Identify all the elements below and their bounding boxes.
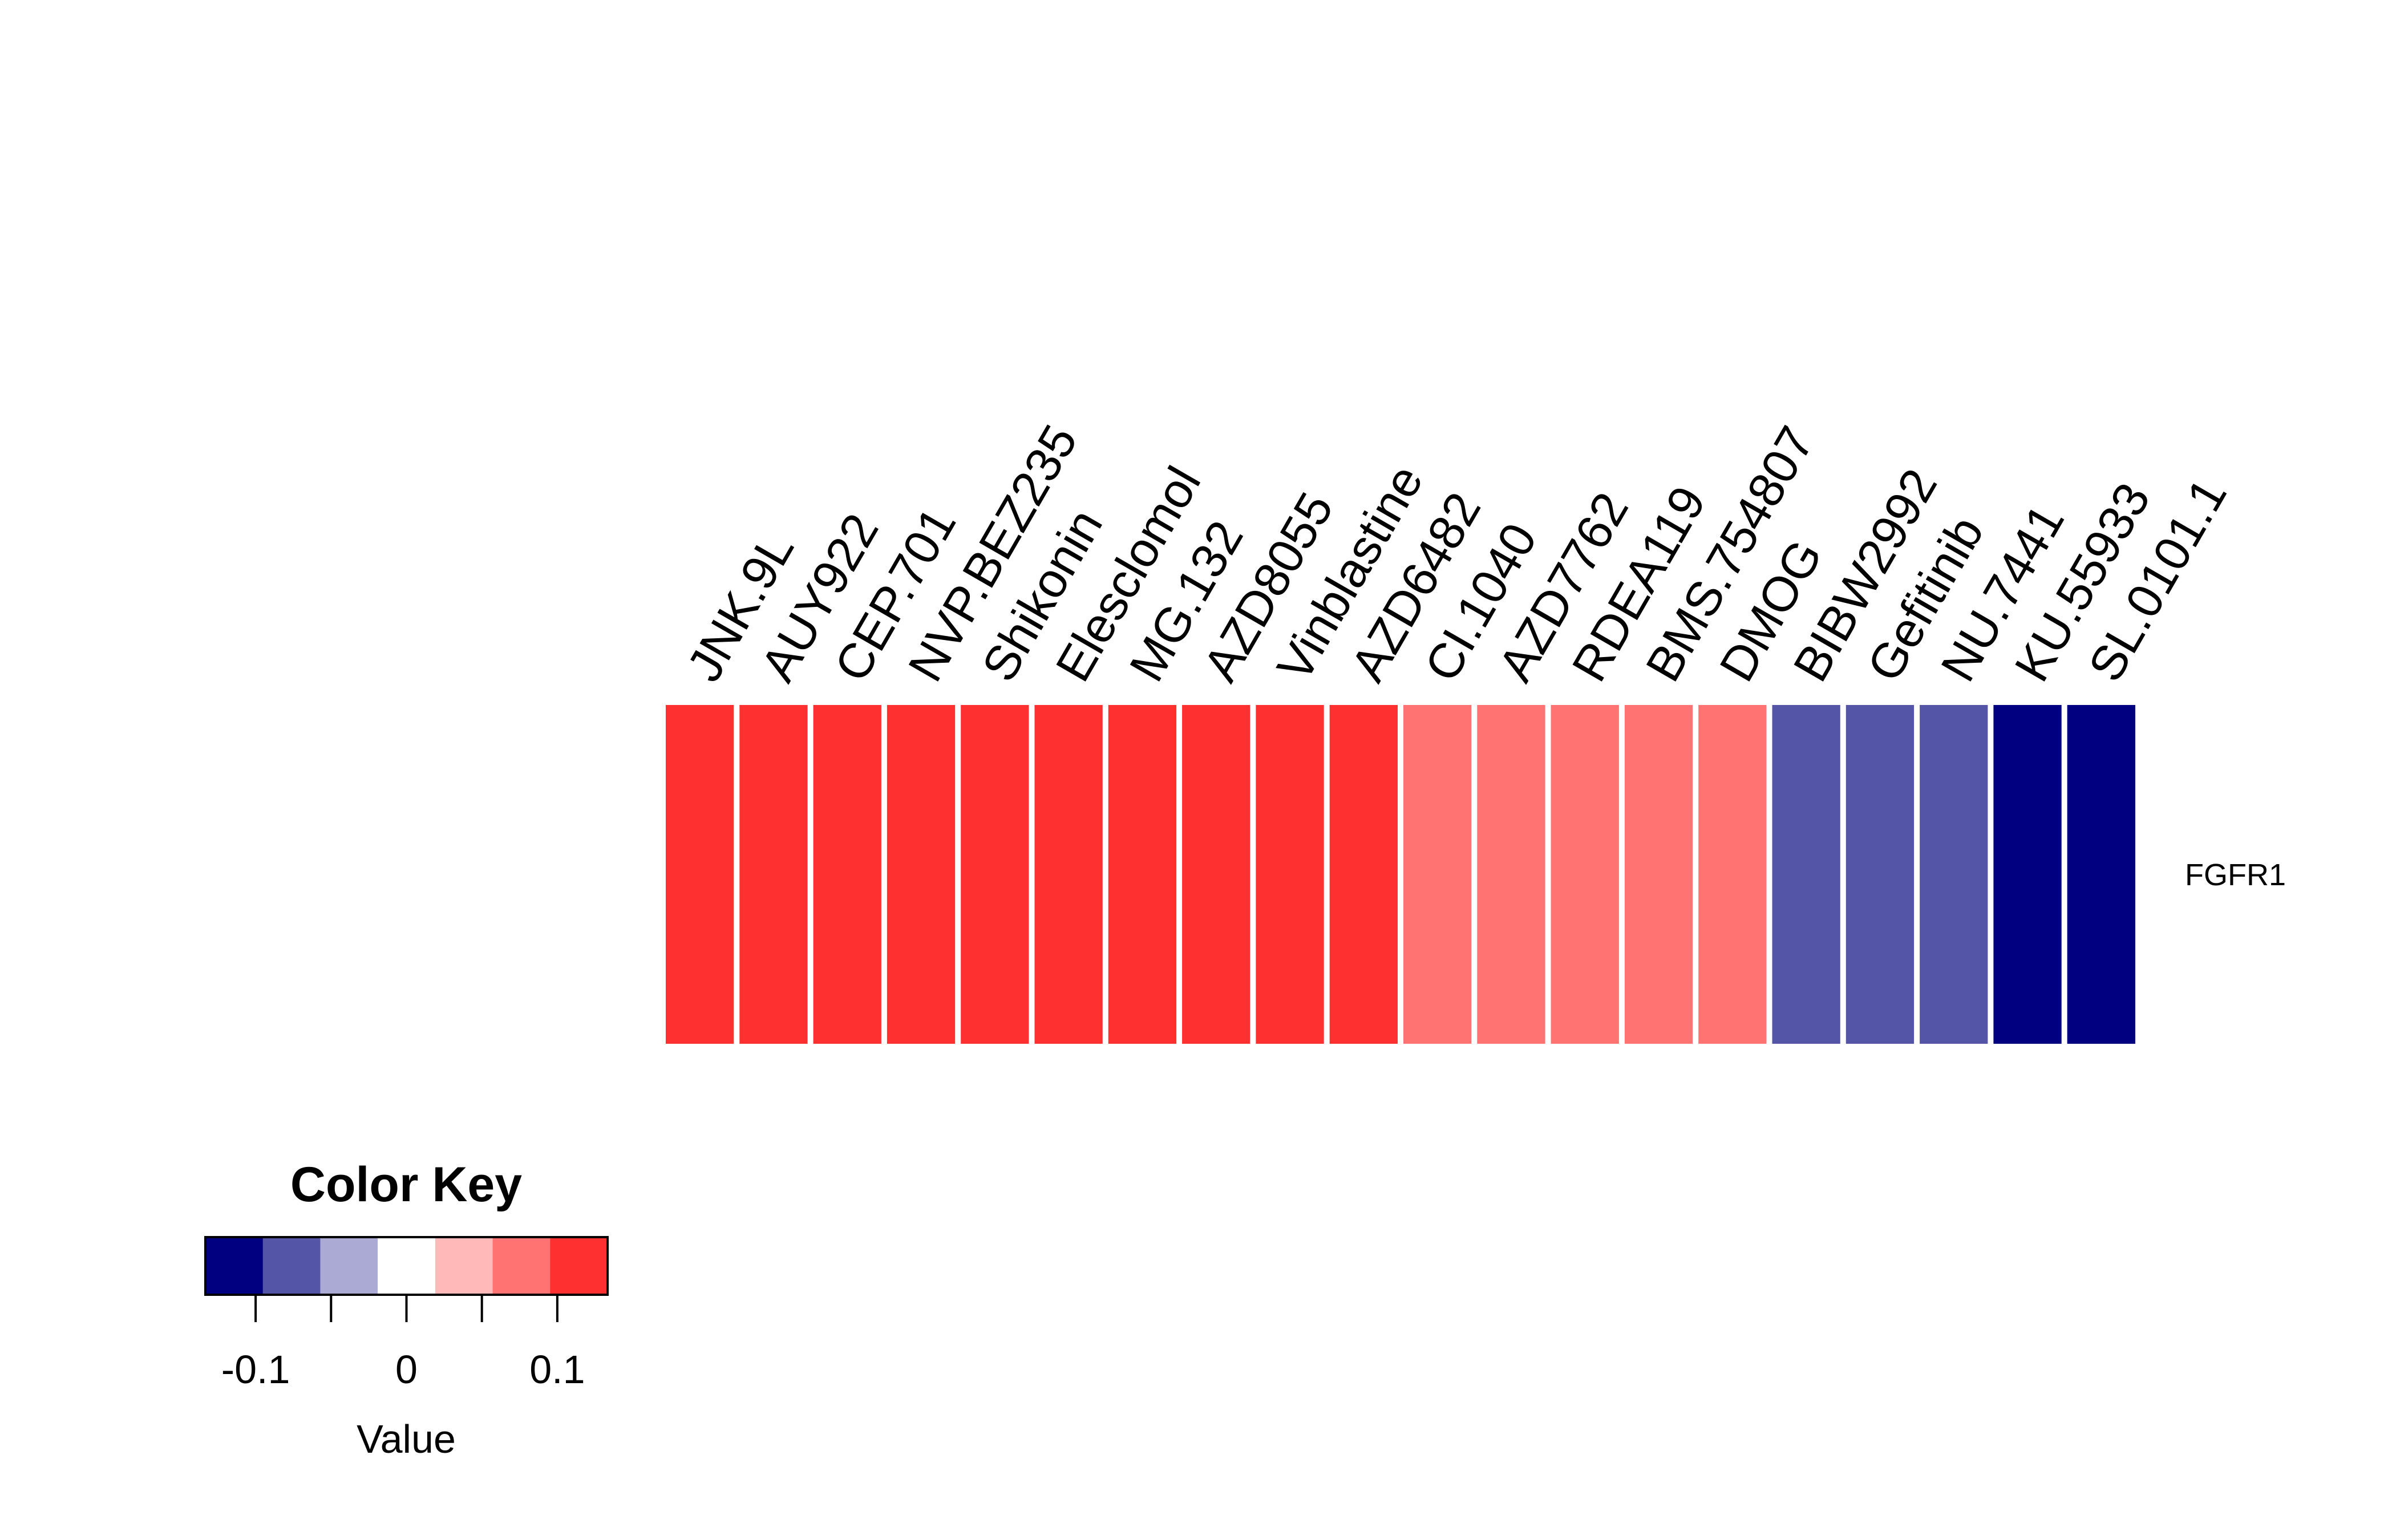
color-key-bin xyxy=(320,1237,378,1295)
heatmap-cell xyxy=(1403,705,1472,1044)
heatmap-cell xyxy=(1772,705,1840,1044)
heatmap-cell xyxy=(666,705,734,1044)
heatmap-cell xyxy=(1698,705,1767,1044)
heatmap-cells xyxy=(666,705,2135,1044)
heatmap-cell xyxy=(2067,705,2135,1044)
color-key-title: Color Key xyxy=(290,1157,522,1212)
heatmap-cell xyxy=(813,705,881,1044)
heatmap-cell xyxy=(1182,705,1250,1044)
color-key-ticks: -0.1 0 0.1 xyxy=(221,1295,585,1392)
heatmap-cell xyxy=(887,705,956,1044)
heatmap-cell xyxy=(739,705,808,1044)
heatmap-cell xyxy=(961,705,1029,1044)
heatmap-cell xyxy=(1624,705,1693,1044)
row-label: FGFR1 xyxy=(2185,858,2286,892)
color-key-bin xyxy=(378,1237,436,1295)
color-key: Color Key -0.1 0 0.1 Value xyxy=(204,1157,609,1461)
column-labels: JNK.9LAUY922CEP.701NVP.BEZ235ShikoninEle… xyxy=(677,416,2237,690)
heatmap-cell xyxy=(1329,705,1398,1044)
heatmap-cell xyxy=(1920,705,1988,1044)
heatmap-cell xyxy=(1993,705,2062,1044)
color-key-tick-label: 0 xyxy=(395,1347,418,1392)
heatmap-cell xyxy=(1034,705,1103,1044)
row-labels: FGFR1 xyxy=(2185,858,2286,892)
heatmap-cell xyxy=(1108,705,1177,1044)
heatmap-cell xyxy=(1551,705,1619,1044)
color-key-tick-label: 0.1 xyxy=(529,1347,585,1392)
color-key-tick-label: -0.1 xyxy=(221,1347,290,1392)
color-key-bins xyxy=(205,1237,608,1295)
heatmap-cell xyxy=(1845,705,1915,1044)
heatmap-cell xyxy=(1477,705,1545,1044)
color-key-bin xyxy=(550,1237,608,1295)
color-key-bin xyxy=(492,1237,551,1295)
color-key-bin xyxy=(205,1237,264,1295)
color-key-bin xyxy=(435,1237,493,1295)
heatmap-cell xyxy=(1256,705,1324,1044)
color-key-bin xyxy=(262,1237,321,1295)
color-key-axis-label: Value xyxy=(357,1417,456,1461)
